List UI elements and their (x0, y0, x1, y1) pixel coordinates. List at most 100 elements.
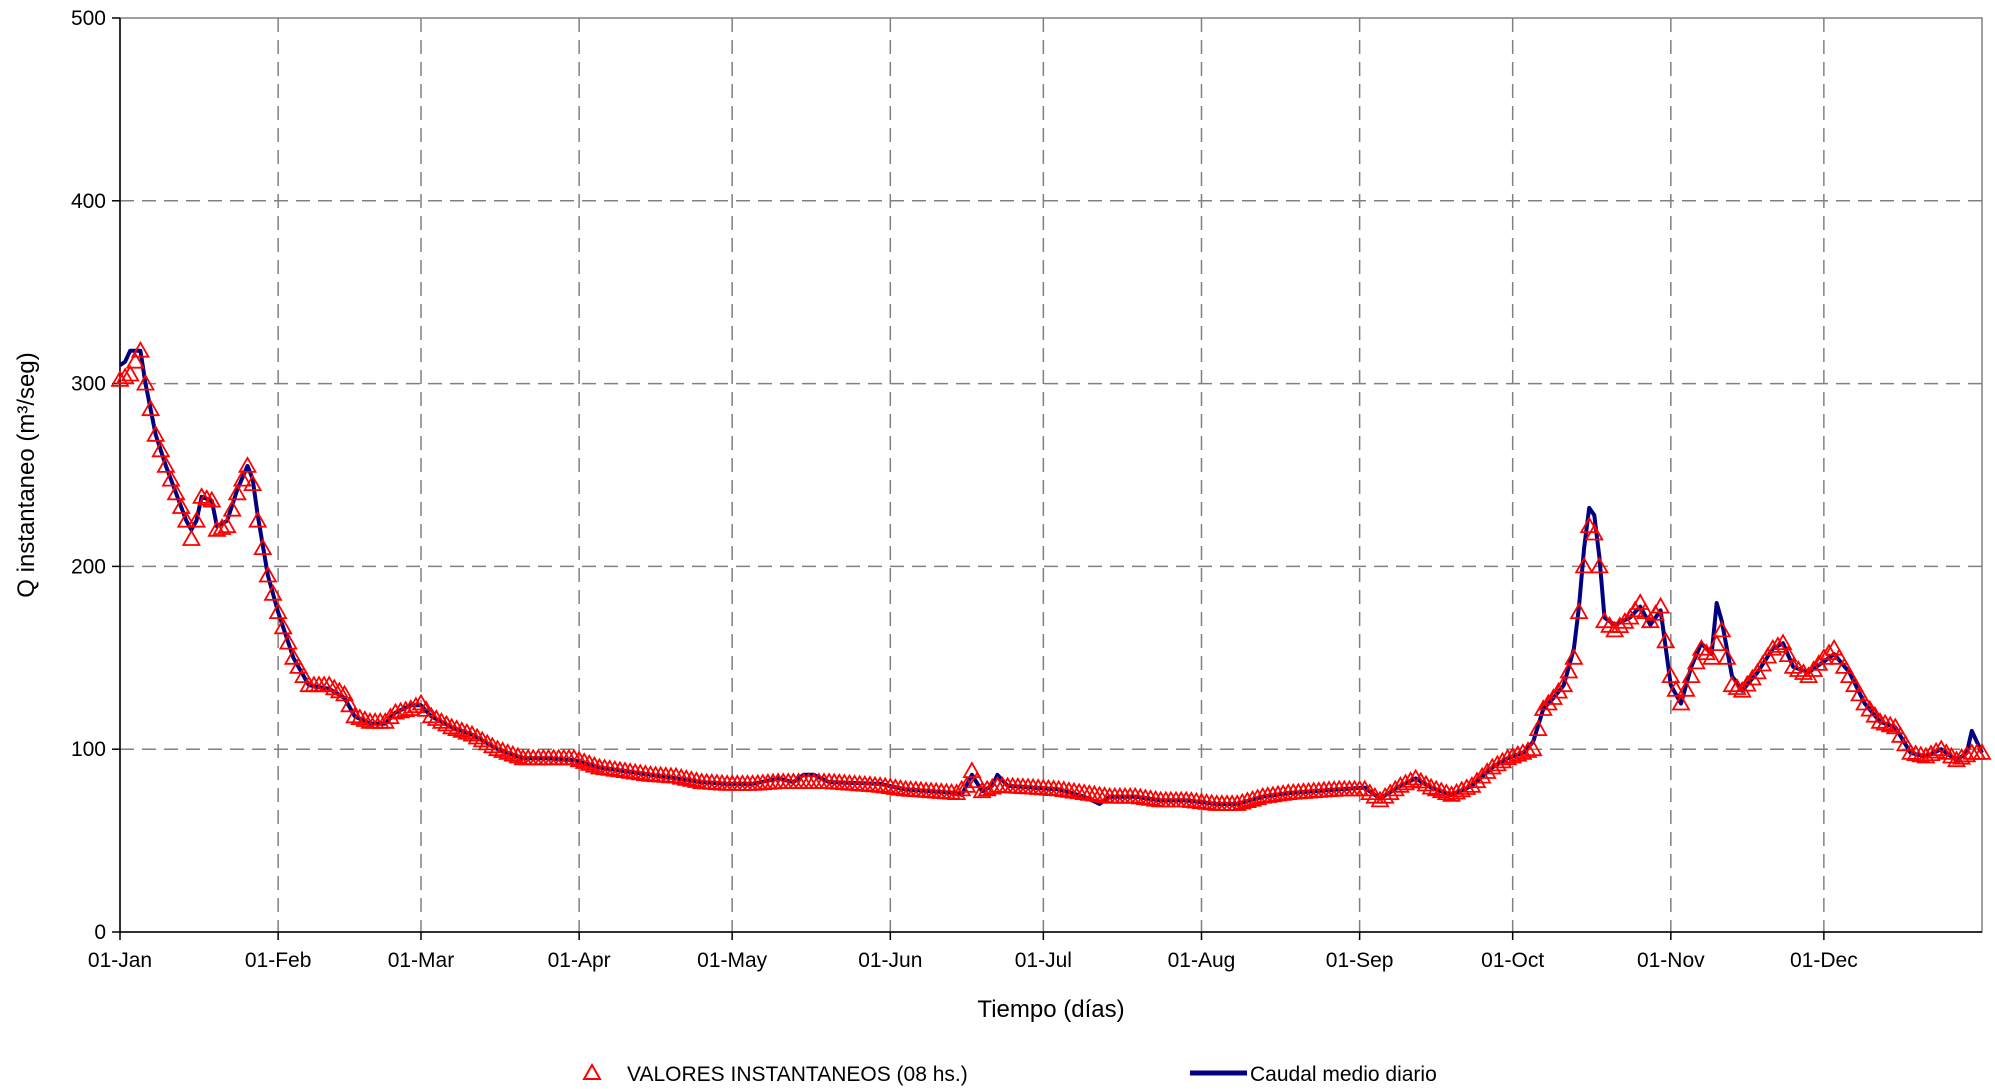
triangle-marker (1630, 593, 1650, 610)
triangle-marker (498, 743, 518, 760)
triangle-marker (681, 770, 701, 787)
triangle-marker (1686, 652, 1706, 670)
series-markers-group (110, 340, 1992, 811)
triangle-marker (1538, 693, 1558, 711)
triangle-marker (380, 707, 400, 725)
x-tick-label: 01-Aug (1168, 949, 1236, 972)
triangle-marker (161, 469, 181, 487)
series-line-caudal-medio-diario (118, 348, 1984, 806)
triangle-marker (258, 565, 278, 583)
triangle-marker (375, 711, 395, 729)
triangle-marker (135, 373, 156, 391)
triangle-marker (212, 518, 232, 535)
triangle-marker (447, 719, 467, 736)
triangle-marker (406, 696, 426, 714)
triangle-marker (1707, 634, 1727, 651)
triangle-marker (457, 722, 477, 740)
y-axis-title: Q instantaneo (m³/seg) (13, 352, 40, 597)
triangle-marker (1518, 741, 1538, 758)
x-tick-label: 01-Sep (1326, 949, 1394, 972)
triangle-marker (268, 602, 288, 619)
triangle-marker (1901, 743, 1921, 760)
triangle-marker (253, 538, 273, 555)
triangle-marker (1528, 719, 1548, 736)
x-tick-label: 01-Feb (245, 949, 312, 972)
triangle-marker (1559, 661, 1579, 679)
triangle-marker (477, 733, 497, 751)
triangle-marker (1569, 602, 1589, 619)
triangle-marker (1426, 779, 1446, 797)
x-tick-label: 01-May (697, 949, 768, 972)
triangle-marker (1523, 739, 1543, 757)
triangle-marker (1712, 620, 1732, 638)
triangle-marker (355, 710, 375, 727)
triangle-marker (584, 755, 604, 773)
triangle-marker (1702, 647, 1722, 665)
triangle-marker (1844, 675, 1865, 693)
triangle-marker (1895, 734, 1916, 752)
x-tick-label: 01-Dec (1790, 949, 1858, 972)
triangle-marker (493, 741, 513, 758)
triangle-marker (232, 469, 252, 487)
axes (112, 17, 1982, 940)
triangle-marker (676, 768, 696, 786)
triangle-marker (1819, 643, 1839, 661)
triangle-marker (982, 777, 1002, 795)
triangle-marker (294, 666, 314, 683)
triangle-marker (324, 678, 344, 696)
triangle-marker (1579, 516, 1599, 534)
triangle-marker (1656, 631, 1676, 649)
y-tick-label: 0 (94, 921, 106, 944)
x-tick-label: 01-Jul (1015, 949, 1072, 972)
triangle-marker (278, 632, 298, 650)
triangle-marker (1589, 556, 1609, 574)
triangle-marker (503, 744, 523, 762)
triangle-marker (222, 499, 242, 517)
triangle-marker (569, 750, 589, 768)
triangle-marker (1773, 633, 1793, 651)
y-tick-label: 300 (71, 373, 106, 396)
triangle-marker (1875, 713, 1895, 731)
legend: VALORES INSTANTANEOS (08 hs.) Caudal med… (582, 1062, 1437, 1086)
y-tick-label: 400 (71, 190, 106, 213)
triangle-marker (345, 706, 365, 724)
triangle-marker (1681, 666, 1701, 683)
y-tick-label: 200 (71, 555, 106, 578)
triangle-marker (186, 510, 207, 528)
x-tick-label: 01-Jan (88, 949, 152, 972)
triangle-marker (120, 364, 140, 382)
triangle-marker (472, 730, 492, 748)
y-tick-labels: 0 100 200 300 400 500 (71, 7, 106, 944)
triangle-marker (671, 767, 691, 785)
triangle-marker (1839, 666, 1859, 683)
triangle-marker (1401, 771, 1421, 788)
triangle-marker (426, 709, 446, 726)
triangle-marker (1467, 771, 1487, 789)
triangle-marker (1885, 717, 1905, 735)
triangle-marker (202, 490, 222, 508)
triangle-marker (1610, 616, 1630, 633)
triangle-marker (962, 761, 982, 778)
triangle-marker (115, 367, 135, 385)
triangle-marker (146, 424, 166, 442)
triangle-marker (467, 727, 487, 745)
triangle-marker (1880, 715, 1900, 733)
triangle-marker (288, 657, 309, 674)
triangle-marker (1564, 647, 1584, 665)
triangle-marker (1651, 596, 1671, 614)
triangle-marker (340, 695, 360, 713)
triangle-marker (1666, 679, 1686, 697)
triangle-marker (1472, 766, 1492, 784)
triangle-marker (141, 399, 161, 417)
triangle-marker (1824, 638, 1844, 656)
triangle-marker (217, 516, 237, 534)
x-tick-labels: 01-Jan 01-Feb 01-Mar 01-Apr 01-May 01-Jun 01-J… (88, 949, 1858, 972)
triangle-marker (1671, 693, 1691, 711)
triangle-marker (1906, 744, 1926, 761)
triangle-marker (579, 753, 599, 771)
triangle-marker (273, 617, 293, 635)
x-tick-label: 01-Jun (858, 949, 922, 972)
triangle-marker (248, 510, 268, 528)
triangle-marker (319, 675, 339, 693)
